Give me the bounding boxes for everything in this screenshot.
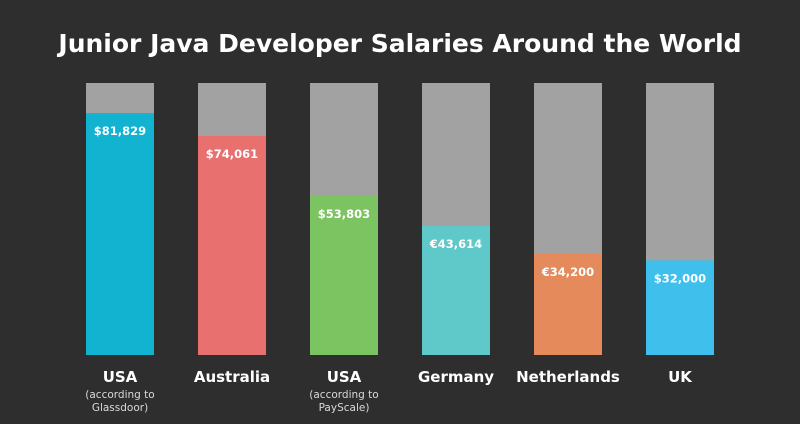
bar (534, 253, 602, 355)
category-label: USA (327, 368, 362, 386)
chart-title: Junior Java Developer Salaries Around th… (56, 29, 741, 58)
category-label: Netherlands (516, 368, 620, 386)
category-label: Germany (418, 368, 494, 386)
data-label: $81,829 (94, 124, 146, 138)
data-label: €43,614 (429, 237, 482, 251)
category-sublabel: (according to (309, 389, 378, 401)
bar (646, 260, 714, 355)
category-sublabel: (according to (85, 389, 154, 401)
category-label: Australia (194, 368, 270, 386)
data-label: $32,000 (654, 271, 706, 285)
category-label: UK (668, 368, 693, 386)
data-label: $74,061 (206, 147, 258, 161)
category-sublabel: Glassdoor) (92, 402, 148, 414)
category-label: USA (103, 368, 138, 386)
bar (422, 226, 490, 355)
bar (310, 195, 378, 355)
category-sublabel: PayScale) (319, 402, 370, 414)
data-label: $53,803 (318, 207, 370, 221)
bar (198, 136, 266, 355)
data-label: €34,200 (541, 265, 594, 279)
bar (86, 113, 154, 355)
